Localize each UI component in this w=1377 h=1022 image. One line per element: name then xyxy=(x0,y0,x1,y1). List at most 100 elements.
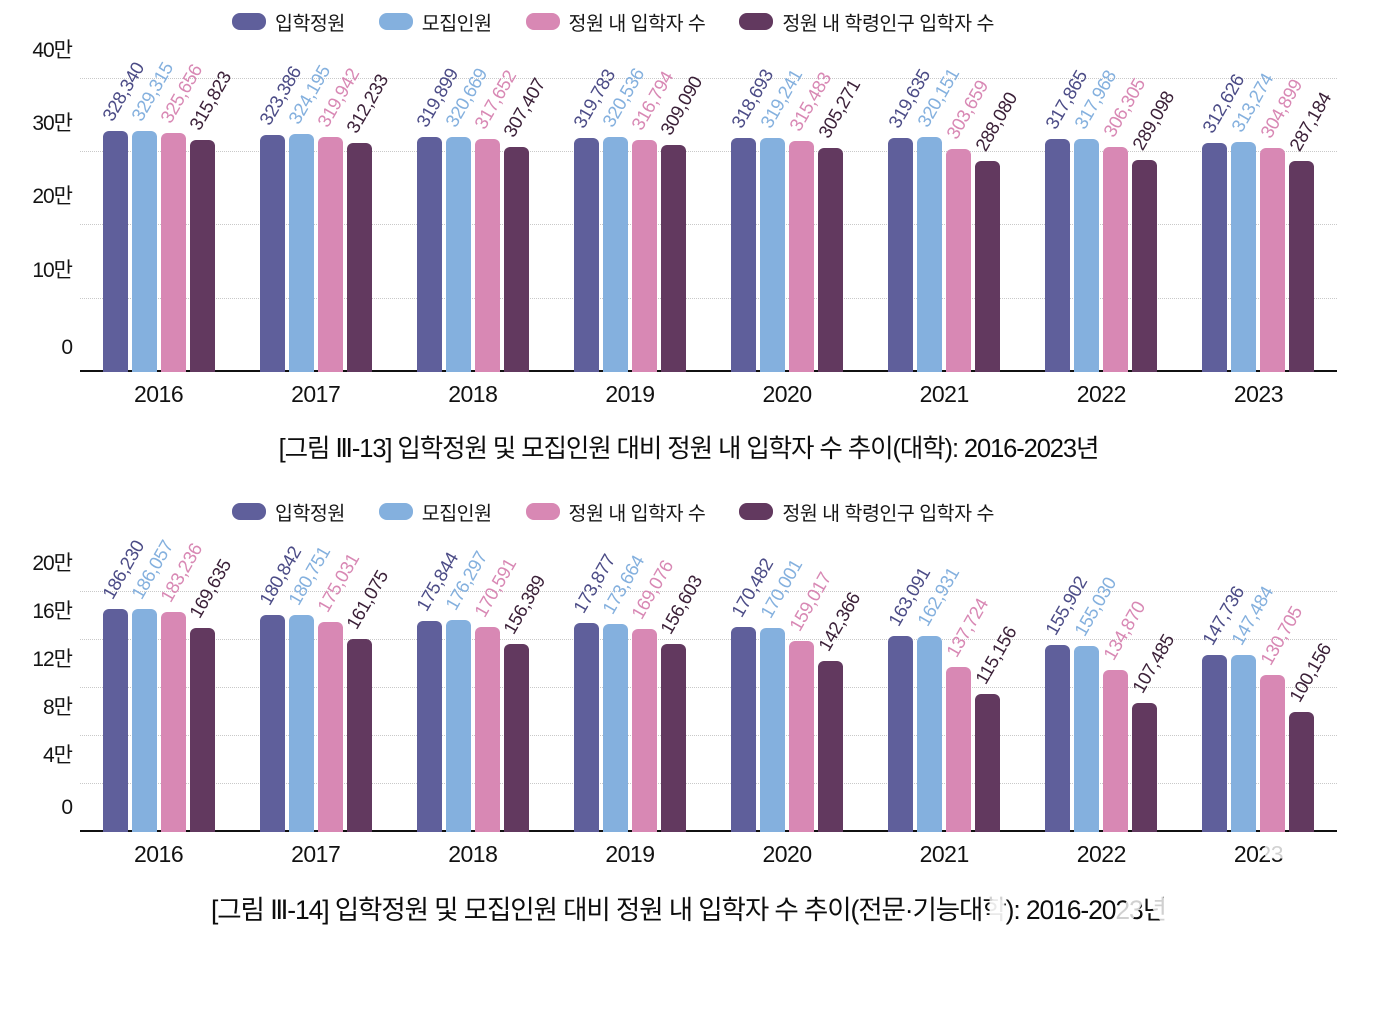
bar[interactable] xyxy=(259,615,285,832)
bar-holder: 319,942 xyxy=(313,42,363,372)
bar[interactable] xyxy=(818,148,844,372)
bar-group: 317,865 317,968 306,305 289,098 xyxy=(1023,42,1180,372)
x-axis-tick-label: 2017 xyxy=(291,381,341,407)
bar[interactable] xyxy=(346,638,372,832)
bar-holder: 304,899 xyxy=(1256,42,1306,372)
legend-label-admission-quota: 입학정원 xyxy=(275,12,345,35)
bar[interactable] xyxy=(602,136,628,372)
bar[interactable] xyxy=(259,134,285,372)
bar[interactable] xyxy=(503,644,529,832)
bar[interactable] xyxy=(1202,654,1228,832)
bar-value-label: 100,156 xyxy=(1284,639,1336,706)
bar[interactable] xyxy=(346,143,372,372)
bar[interactable] xyxy=(503,146,529,372)
legend-figure-1: 입학정원 모집인원 정원 내 입학자 수 정원 내 학령인구 입학자 수 xyxy=(0,0,1377,42)
bar[interactable] xyxy=(317,137,343,372)
bar[interactable] xyxy=(445,620,471,832)
bar[interactable] xyxy=(288,615,314,832)
bar[interactable] xyxy=(760,628,786,832)
bar[interactable] xyxy=(1289,161,1315,372)
bar[interactable] xyxy=(317,621,343,832)
legend-label-school-age-enrolled: 정원 내 학령인구 입학자 수 xyxy=(782,502,994,525)
bar-holder: 130,705 xyxy=(1256,532,1306,832)
bar[interactable] xyxy=(189,628,215,832)
x-axis-tick-label: 2021 xyxy=(919,381,970,407)
bar[interactable] xyxy=(1045,138,1071,372)
bar[interactable] xyxy=(731,138,757,372)
bar-value-label: 315,823 xyxy=(185,67,236,134)
gridline xyxy=(80,687,1337,688)
bar[interactable] xyxy=(1289,711,1315,832)
bar-holder: 134,870 xyxy=(1099,532,1149,832)
bar-holder: 186,230 xyxy=(98,532,148,832)
bar[interactable] xyxy=(131,130,157,372)
bar[interactable] xyxy=(1260,148,1286,372)
bar-value-label: 156,389 xyxy=(499,571,550,638)
bar-holder: 288,080 xyxy=(971,42,1021,372)
bar[interactable] xyxy=(445,136,471,372)
bar[interactable] xyxy=(288,134,314,372)
bar[interactable] xyxy=(818,661,844,832)
bar-holder: 170,482 xyxy=(727,532,777,832)
bar[interactable] xyxy=(1132,160,1158,372)
bar[interactable] xyxy=(131,608,157,832)
bar[interactable] xyxy=(975,160,1001,372)
bar[interactable] xyxy=(474,627,500,832)
bar[interactable] xyxy=(1074,645,1100,832)
bar-group: 155,902 155,030 134,870 107,485 xyxy=(1023,532,1180,832)
bar-value-label: 309,090 xyxy=(656,72,707,139)
bar[interactable] xyxy=(1260,675,1286,832)
bar-group: 173,877 173,664 169,076 156,603 xyxy=(551,532,708,832)
bar[interactable] xyxy=(660,644,686,832)
bar-group: 175,844 176,297 170,591 156,389 xyxy=(394,532,551,832)
bar[interactable] xyxy=(946,666,972,832)
x-axis-tick-label: 2021 xyxy=(919,841,970,867)
bar[interactable] xyxy=(1231,142,1257,372)
bar[interactable] xyxy=(1045,644,1071,832)
bar-holder: 180,842 xyxy=(255,532,305,832)
bar[interactable] xyxy=(573,137,599,372)
bar[interactable] xyxy=(1202,142,1228,372)
bar[interactable] xyxy=(573,623,599,832)
bar-group: 312,626 313,274 304,899 287,184 xyxy=(1180,42,1337,372)
bar[interactable] xyxy=(888,636,914,832)
bar[interactable] xyxy=(160,133,186,372)
bar[interactable] xyxy=(888,137,914,372)
bar[interactable] xyxy=(1074,138,1100,372)
bar-holder: 317,968 xyxy=(1070,42,1120,372)
bar[interactable] xyxy=(416,621,442,832)
figure-1-caption: [그림 Ⅲ-13] 입학정원 및 모집인원 대비 정원 내 입학자 수 추이(대… xyxy=(278,435,1100,463)
bar[interactable] xyxy=(1132,703,1158,832)
bar[interactable] xyxy=(416,137,442,372)
bar[interactable] xyxy=(917,636,943,832)
bar-holder: 329,315 xyxy=(127,42,177,372)
y-axis-tick-label: 4만 xyxy=(43,744,73,767)
bar-holder: 147,736 xyxy=(1198,532,1248,832)
bar[interactable] xyxy=(946,149,972,372)
bar[interactable] xyxy=(602,623,628,832)
bar[interactable] xyxy=(160,612,186,832)
bar[interactable] xyxy=(760,137,786,372)
gridline xyxy=(80,151,1337,152)
bar[interactable] xyxy=(102,608,128,832)
bar[interactable] xyxy=(631,139,657,372)
bar[interactable] xyxy=(660,145,686,372)
bar[interactable] xyxy=(1103,670,1129,832)
legend-item-enrolled-in-quota: 정원 내 입학자 수 xyxy=(525,497,706,526)
bar[interactable] xyxy=(731,627,757,832)
bar[interactable] xyxy=(789,641,815,832)
bar-groups-chart-2: 186,230 186,057 183,236 169,635 180,842 180,7… xyxy=(80,532,1337,832)
bar[interactable] xyxy=(631,629,657,832)
bar[interactable] xyxy=(474,139,500,372)
bar[interactable] xyxy=(917,137,943,372)
bar-holder: 107,485 xyxy=(1128,532,1178,832)
bar[interactable] xyxy=(189,140,215,372)
bar[interactable] xyxy=(789,140,815,372)
bar[interactable] xyxy=(975,693,1001,832)
bar-holder: 173,664 xyxy=(598,532,649,832)
bar[interactable] xyxy=(102,131,128,372)
bar[interactable] xyxy=(1231,655,1257,832)
gridline xyxy=(80,639,1337,640)
bar[interactable] xyxy=(1103,147,1129,372)
bar-holder: 320,669 xyxy=(441,42,491,372)
